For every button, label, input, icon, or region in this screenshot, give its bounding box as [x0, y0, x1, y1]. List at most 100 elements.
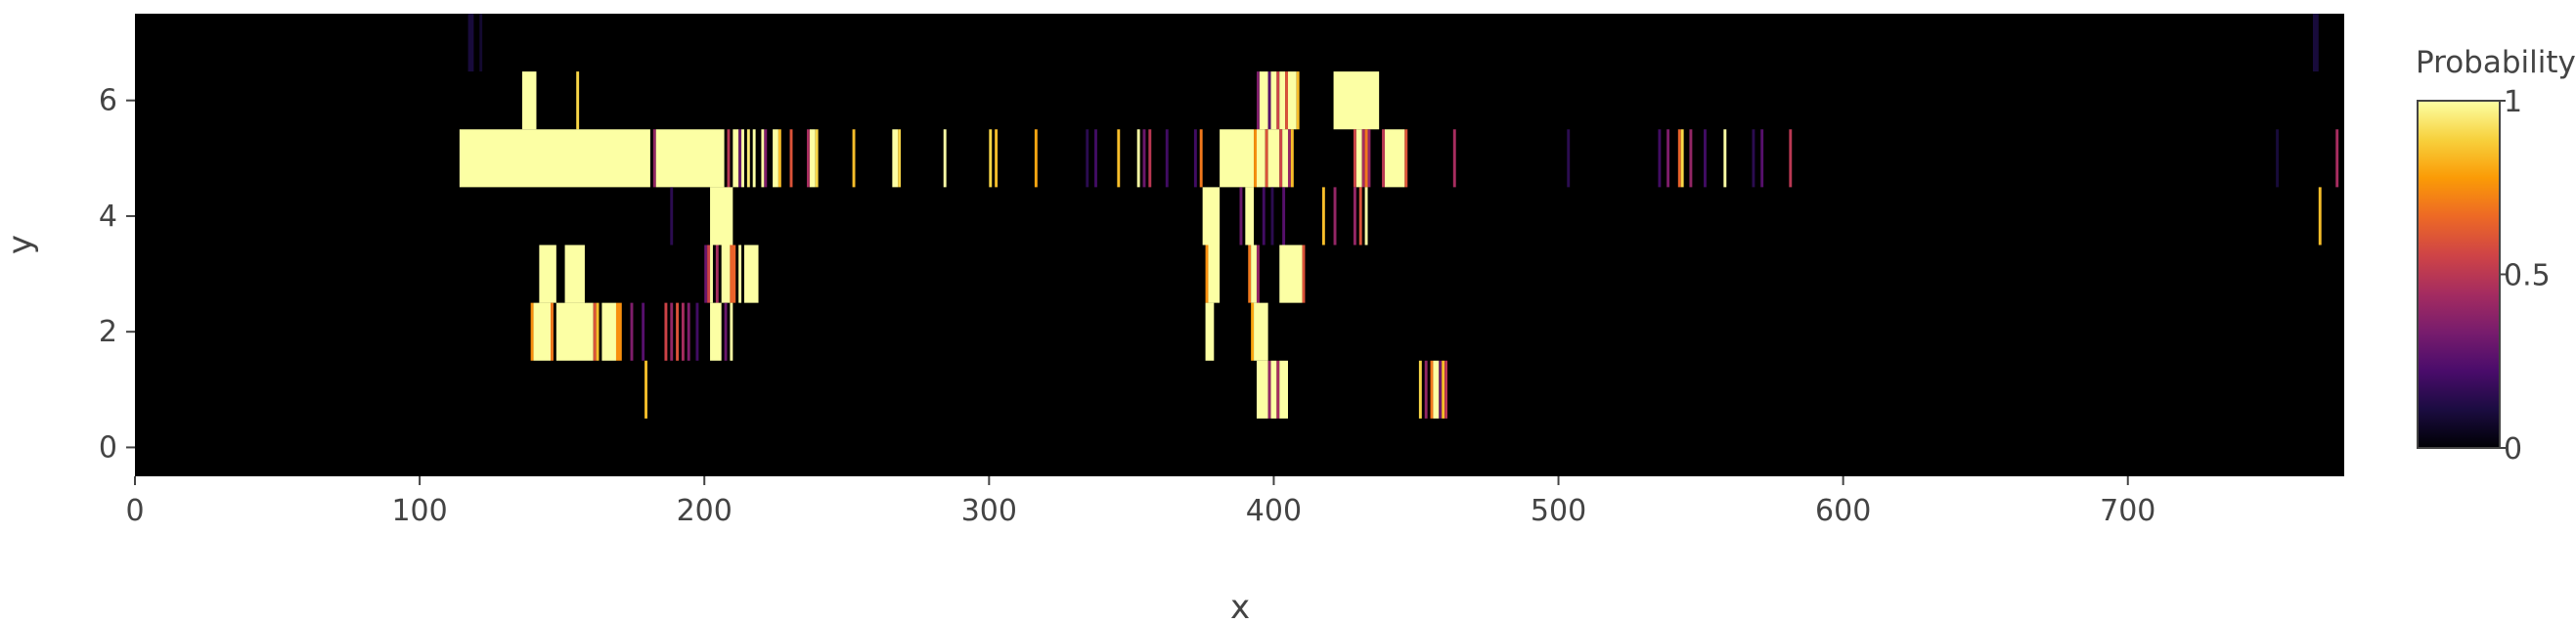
- heatmap-cell: [1704, 129, 1707, 188]
- y-tick-label: 4: [99, 200, 117, 234]
- heatmap-cell: [1355, 129, 1362, 188]
- heatmap-cell: [773, 129, 778, 188]
- heatmap-cell: [1367, 129, 1371, 188]
- heatmap-cell: [664, 302, 668, 361]
- heatmap-cell: [707, 245, 711, 303]
- heatmap-cell: [1353, 187, 1356, 245]
- heatmap-cell: [695, 302, 699, 361]
- heatmap-cell: [1276, 360, 1280, 419]
- heatmap-cell: [601, 302, 616, 361]
- heatmap-cell: [730, 302, 733, 361]
- heatmap-cell: [1254, 129, 1257, 188]
- heatmap-cell: [1723, 129, 1727, 188]
- heatmap-cell: [2335, 129, 2339, 188]
- heatmap-cell: [704, 245, 708, 303]
- x-tick-label: 400: [1246, 494, 1302, 528]
- colorbar-ticks: 00.51: [2500, 85, 2551, 467]
- heatmap-cell: [724, 302, 728, 361]
- heatmap-cell: [807, 129, 810, 188]
- heatmap-cell: [1256, 71, 1260, 130]
- heatmap-cell: [1270, 71, 1277, 130]
- heatmap-cell: [995, 129, 999, 188]
- heatmap-cell: [715, 245, 719, 303]
- heatmap-cell: [738, 129, 742, 188]
- heatmap-cell: [1136, 129, 1140, 188]
- heatmap-cell: [1364, 187, 1368, 245]
- x-axis-ticks: 0 100 200 300 400 500 600 700: [125, 476, 2155, 528]
- x-axis-title: x: [1230, 588, 1250, 624]
- heatmap-cell: [539, 245, 556, 303]
- heatmap-cells: [459, 14, 2339, 419]
- x-tick-label: 700: [2100, 494, 2155, 528]
- heatmap-cell: [727, 129, 731, 188]
- heatmap-cell: [630, 302, 634, 361]
- heatmap-cell: [1202, 187, 1221, 245]
- heatmap-cell: [1251, 245, 1257, 303]
- heatmap-cell: [1254, 302, 1268, 361]
- heatmap-cell: [1086, 129, 1089, 188]
- heatmap-cell: [1680, 129, 1684, 188]
- heatmap-cell: [809, 129, 816, 188]
- heatmap-cell: [1256, 129, 1266, 188]
- heatmap-cell: [1259, 71, 1268, 130]
- y-tick-label: 2: [99, 315, 117, 349]
- heatmap-cell: [1789, 129, 1793, 188]
- colorbar-tick-label: 0.5: [2504, 259, 2551, 293]
- heatmap-cell: [1239, 187, 1243, 245]
- heatmap-cell: [1270, 187, 1274, 245]
- heatmap-cell: [564, 245, 585, 303]
- heatmap-cell: [533, 302, 552, 361]
- heatmap-cell: [479, 14, 483, 72]
- heatmap-cell: [1290, 129, 1294, 188]
- heatmap-cell: [1279, 360, 1288, 419]
- x-tick-label: 200: [677, 494, 733, 528]
- heatmap-cell: [1666, 129, 1670, 188]
- heatmap-cell: [555, 302, 594, 361]
- heatmap-cell: [1267, 360, 1271, 419]
- heatmap-cell: [943, 129, 947, 188]
- heatmap-cell: [1353, 129, 1356, 188]
- heatmap-cell: [1752, 129, 1755, 188]
- heatmap-cell: [1296, 71, 1300, 130]
- heatmap-cell: [1361, 129, 1365, 188]
- heatmap-cell: [642, 302, 645, 361]
- heatmap-cell: [2318, 187, 2322, 245]
- heatmap-cell: [1205, 245, 1209, 303]
- y-tick-label: 6: [99, 84, 117, 118]
- heatmap-cell: [1442, 360, 1445, 419]
- heatmap-cell: [521, 71, 537, 130]
- heatmap-cell: [1433, 360, 1440, 419]
- heatmap-cell: [681, 302, 685, 361]
- heatmap-cell: [1208, 245, 1221, 303]
- colorbar-title: Probability: [2416, 45, 2576, 80]
- heatmap-cell: [1287, 129, 1291, 188]
- heatmap-cell: [1270, 360, 1277, 419]
- heatmap-cell: [615, 302, 622, 361]
- x-tick-label: 600: [1815, 494, 1871, 528]
- heatmap-cell: [733, 129, 739, 188]
- heatmap-cell: [1267, 129, 1280, 188]
- heatmap-cell: [1094, 129, 1097, 188]
- x-tick-label: 300: [961, 494, 1017, 528]
- y-axis-title: y: [1, 235, 40, 254]
- heatmap-cell: [1205, 302, 1215, 361]
- heatmap-cell: [1142, 129, 1146, 188]
- heatmap-cell: [1248, 245, 1252, 303]
- heatmap-cell: [989, 129, 993, 188]
- y-tick-label: 0: [99, 430, 117, 465]
- heatmap-cell: [752, 129, 756, 188]
- heatmap-cell: [1430, 360, 1434, 419]
- heatmap-cell: [789, 129, 793, 188]
- x-tick-label: 500: [1531, 494, 1586, 528]
- heatmap-cell: [1424, 360, 1428, 419]
- colorbar-tick-label: 1: [2504, 85, 2522, 119]
- heatmap-cell: [551, 302, 554, 361]
- heatmap-cell: [596, 302, 600, 361]
- x-tick-label: 0: [125, 494, 144, 528]
- heatmap-cell: [710, 302, 722, 361]
- heatmap-cell: [761, 129, 765, 188]
- heatmap-cell: [1658, 129, 1662, 188]
- heatmap-cell: [710, 245, 713, 303]
- heatmap-cell: [1444, 360, 1448, 419]
